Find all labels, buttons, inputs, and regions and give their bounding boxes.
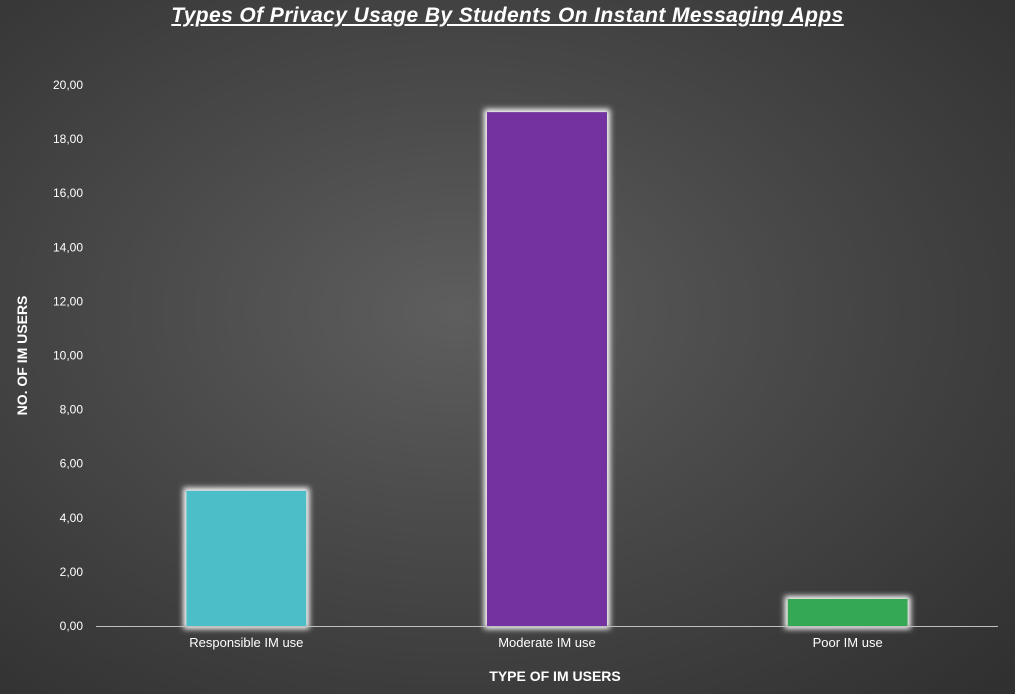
chart-title: Types Of Privacy Usage By Students On In… <box>171 4 844 27</box>
bar <box>487 112 607 627</box>
y-tick-label: 6,00 <box>60 457 84 471</box>
y-tick-label: 12,00 <box>53 294 83 308</box>
y-axis-title: NO. OF IM USERS <box>14 296 30 416</box>
y-tick-label: 0,00 <box>60 619 84 633</box>
y-tick-label: 10,00 <box>53 349 83 363</box>
bar <box>787 598 908 626</box>
x-axis-ticks: Responsible IM use Moderate IM use Poor IM… <box>189 635 882 650</box>
y-tick-label: 2,00 <box>60 565 84 579</box>
y-axis-ticks: 0,00 2,00 4,00 6,00 8,00 10,00 12,00 14,00 16,00… <box>53 78 83 633</box>
y-tick-label: 8,00 <box>60 403 84 417</box>
x-tick-label: Moderate IM use <box>498 635 596 650</box>
y-tick-label: 16,00 <box>53 186 83 200</box>
x-tick-label: Poor IM use <box>813 635 883 650</box>
y-tick-label: 4,00 <box>60 511 84 525</box>
y-tick-label: 20,00 <box>53 78 83 92</box>
y-tick-label: 18,00 <box>53 132 83 146</box>
x-tick-label: Responsible IM use <box>189 635 303 650</box>
y-tick-label: 14,00 <box>53 240 83 254</box>
x-axis-title: TYPE OF IM USERS <box>489 668 620 684</box>
bar <box>186 490 307 626</box>
chart-title-wrap: Types Of Privacy Usage By Students On In… <box>0 0 1015 40</box>
bars-group <box>186 112 908 627</box>
